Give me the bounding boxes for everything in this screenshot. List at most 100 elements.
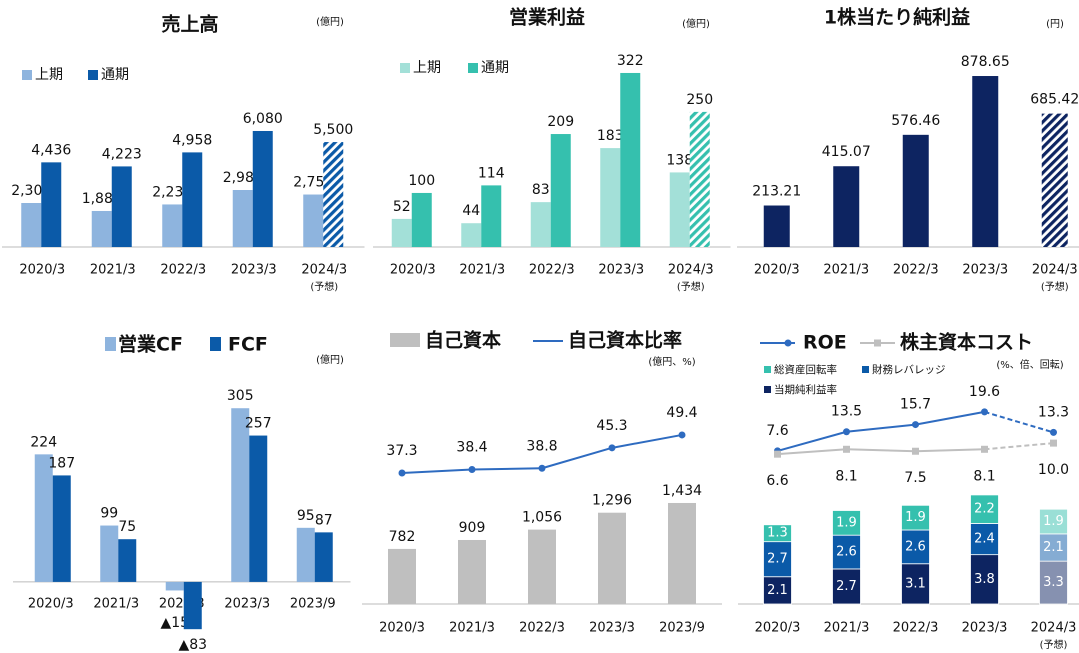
bar — [165, 581, 184, 591]
bar — [314, 532, 333, 582]
bar — [118, 539, 137, 582]
bar — [668, 502, 696, 604]
segment-label: 1.9 — [836, 515, 857, 530]
x-tick-label: 2023/3 — [224, 597, 270, 612]
x-tick-label: 2024/3 — [1031, 621, 1077, 636]
value-label: 782 — [389, 529, 416, 545]
bar — [833, 166, 860, 247]
x-tick-label: 2020/3 — [19, 263, 65, 278]
legend-label: 総資産回転率 — [774, 363, 837, 376]
segment-label: 1.9 — [1043, 514, 1064, 529]
legend-label: 当期純利益率 — [774, 383, 837, 396]
value-label: 209 — [547, 114, 574, 130]
bar — [232, 190, 253, 247]
bar — [411, 192, 432, 247]
x-tick-label: 2021/3 — [823, 263, 869, 278]
bar — [902, 134, 929, 247]
legend-label: FCF — [228, 334, 268, 356]
marker — [981, 408, 988, 416]
x-tick-label: 2020/3 — [755, 621, 801, 636]
bar — [323, 142, 344, 247]
bar — [34, 454, 53, 582]
marker — [774, 450, 781, 458]
segment-label: 2.4 — [974, 532, 995, 547]
marker — [1050, 428, 1057, 436]
marker — [608, 444, 616, 452]
value-label: 83 — [532, 182, 550, 198]
value-label: 10.0 — [1038, 462, 1069, 478]
unit-label: (億円) — [682, 17, 710, 30]
legend-label: 営業CF — [118, 333, 183, 356]
value-label: 95 — [297, 508, 315, 524]
marker — [468, 466, 476, 474]
x-tick-label: 2022/3 — [893, 621, 939, 636]
value-label: 305 — [227, 388, 254, 404]
x-tick-label: 2021/3 — [449, 621, 495, 636]
value-label: 4,958 — [172, 132, 212, 148]
value-label: 1,056 — [522, 510, 562, 526]
marker — [843, 428, 850, 436]
value-label: 415.07 — [822, 144, 871, 160]
legend-label: 自己資本比率 — [568, 329, 682, 352]
x-tick-label: 2021/3 — [459, 263, 505, 278]
value-label: 114 — [478, 165, 505, 181]
value-label: 257 — [245, 416, 272, 432]
legend-label: ROE — [803, 332, 847, 354]
bar — [620, 72, 641, 247]
value-label: 685.42 — [1030, 92, 1079, 108]
bar — [182, 152, 203, 247]
segment-label: 2.6 — [905, 539, 926, 554]
value-label: 1,434 — [662, 483, 702, 499]
legend-swatch — [468, 63, 478, 73]
value-label: 6.6 — [766, 473, 788, 489]
bar — [91, 210, 112, 247]
legend-label: 財務レバレッジ — [872, 363, 946, 376]
bar — [461, 223, 482, 247]
value-label: 224 — [30, 434, 57, 450]
segment-label: 2.7 — [836, 579, 857, 594]
x-tick-label: 2023/3 — [962, 621, 1008, 636]
bar — [458, 539, 486, 604]
legend-marker — [874, 339, 881, 347]
bar-segment — [970, 494, 999, 524]
line-segment — [984, 410, 1054, 434]
bar-segment — [832, 510, 861, 536]
marker — [912, 421, 919, 429]
bar — [391, 218, 412, 247]
chart-title: 営業利益 — [509, 6, 585, 29]
marker — [398, 469, 406, 477]
value-label: 13.3 — [1038, 404, 1069, 420]
category-note: (予想) — [677, 280, 705, 293]
value-label: 138 — [666, 152, 693, 168]
x-tick-label: 2023/3 — [598, 263, 644, 278]
marker — [843, 445, 850, 453]
category-note: (予想) — [1040, 638, 1068, 651]
x-tick-label: 2024/3 — [668, 263, 714, 278]
unit-label: (億円) — [316, 353, 344, 366]
bar — [231, 408, 250, 582]
bar — [550, 134, 571, 247]
bar — [52, 475, 71, 582]
bar — [528, 529, 556, 604]
legend-swatch — [400, 63, 410, 73]
segment-label: 1.9 — [905, 510, 926, 525]
value-label: 13.5 — [831, 404, 862, 420]
x-tick-label: 2023/9 — [659, 621, 705, 636]
bar-segment — [763, 524, 792, 543]
unit-label: (%、倍、回転) — [996, 358, 1063, 371]
bar-segment — [763, 576, 792, 605]
legend-swatch — [210, 337, 221, 351]
bar — [600, 148, 621, 247]
x-tick-label: 2022/3 — [529, 263, 575, 278]
bar-segment — [1039, 508, 1068, 535]
x-tick-label: 2021/3 — [90, 263, 136, 278]
marker — [678, 431, 686, 439]
value-label: 878.65 — [961, 54, 1010, 70]
legend-label: 上期 — [35, 67, 63, 83]
bar — [162, 204, 183, 247]
x-tick-label: 2023/3 — [589, 621, 635, 636]
x-tick-label: 2020/3 — [754, 263, 800, 278]
bar — [303, 194, 324, 247]
segment-label: 3.1 — [905, 576, 926, 591]
bar-segment — [832, 568, 861, 605]
